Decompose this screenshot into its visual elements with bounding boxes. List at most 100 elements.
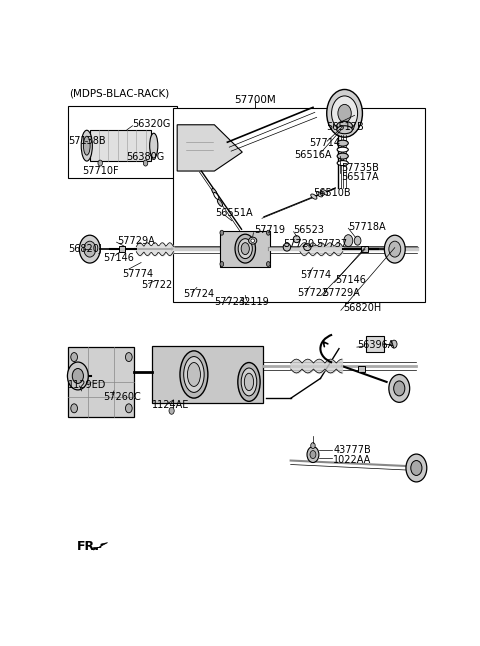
Ellipse shape [244, 373, 253, 391]
Circle shape [411, 461, 422, 475]
Circle shape [125, 404, 132, 413]
Ellipse shape [217, 200, 223, 206]
Circle shape [332, 96, 358, 130]
Ellipse shape [337, 121, 352, 130]
Text: 56517A: 56517A [341, 172, 379, 182]
Circle shape [338, 105, 351, 122]
Polygon shape [68, 347, 134, 417]
Circle shape [71, 404, 77, 413]
Bar [119, 246, 125, 252]
Text: 32119: 32119 [238, 297, 269, 307]
Polygon shape [220, 231, 270, 267]
Text: 56320G: 56320G [132, 120, 171, 129]
Circle shape [310, 451, 316, 459]
Circle shape [220, 262, 224, 267]
Polygon shape [366, 336, 384, 352]
Text: 57774: 57774 [122, 269, 154, 278]
Text: (MDPS-BLAC-RACK): (MDPS-BLAC-RACK) [69, 89, 169, 98]
Ellipse shape [304, 244, 311, 251]
Ellipse shape [337, 140, 348, 146]
Text: 1124AE: 1124AE [152, 400, 190, 410]
Ellipse shape [241, 243, 249, 255]
Circle shape [72, 368, 84, 384]
Text: 57724: 57724 [215, 297, 245, 307]
Circle shape [266, 262, 270, 267]
Text: 57735B: 57735B [341, 163, 379, 173]
Text: 57710F: 57710F [83, 166, 119, 176]
Ellipse shape [337, 147, 348, 152]
Ellipse shape [81, 130, 92, 161]
Text: 56820J: 56820J [68, 244, 102, 254]
Circle shape [220, 230, 224, 235]
Circle shape [169, 408, 174, 414]
Text: 57719: 57719 [254, 225, 285, 235]
Circle shape [384, 235, 405, 263]
Text: 57700M: 57700M [234, 95, 276, 105]
Circle shape [67, 362, 88, 390]
Circle shape [266, 230, 270, 235]
Ellipse shape [249, 237, 257, 244]
Ellipse shape [241, 368, 257, 396]
Polygon shape [177, 125, 242, 171]
Circle shape [307, 446, 319, 463]
Text: 43777B: 43777B [334, 444, 371, 455]
Text: 56517B: 56517B [326, 122, 364, 132]
Ellipse shape [337, 161, 348, 165]
Ellipse shape [293, 236, 300, 243]
Ellipse shape [212, 189, 217, 195]
Text: 56551A: 56551A [216, 208, 253, 218]
Circle shape [344, 234, 353, 247]
Bar [68, 106, 177, 178]
Text: 1022AA: 1022AA [334, 455, 372, 464]
Circle shape [125, 353, 132, 362]
Ellipse shape [184, 357, 204, 392]
Bar [173, 109, 424, 302]
Circle shape [79, 235, 100, 263]
Text: 56380G: 56380G [126, 152, 165, 162]
Ellipse shape [187, 362, 201, 386]
Circle shape [406, 454, 427, 482]
Ellipse shape [311, 194, 317, 199]
Circle shape [327, 89, 362, 137]
Circle shape [144, 160, 148, 166]
Text: 56516A: 56516A [294, 150, 332, 160]
Text: 57774: 57774 [300, 271, 331, 280]
Text: 57737: 57737 [316, 238, 347, 249]
Text: 57260C: 57260C [103, 392, 141, 402]
Text: 56523: 56523 [294, 225, 324, 235]
Ellipse shape [180, 351, 208, 398]
Text: 56820H: 56820H [343, 304, 381, 313]
Circle shape [71, 353, 77, 362]
Ellipse shape [283, 243, 290, 251]
Ellipse shape [322, 190, 328, 195]
Ellipse shape [238, 238, 252, 258]
Text: 57720: 57720 [283, 238, 314, 249]
Circle shape [391, 340, 397, 348]
Text: 56510B: 56510B [313, 188, 350, 198]
Circle shape [354, 236, 361, 245]
Text: 57722: 57722 [297, 288, 329, 298]
Text: 57729A: 57729A [118, 236, 156, 245]
Ellipse shape [84, 136, 90, 155]
Ellipse shape [337, 126, 352, 134]
Circle shape [98, 160, 102, 166]
Circle shape [389, 241, 401, 257]
Text: 56396A: 56396A [358, 340, 395, 350]
Text: 57146: 57146 [335, 275, 366, 286]
Ellipse shape [238, 362, 260, 401]
Text: 57724: 57724 [183, 289, 214, 299]
Ellipse shape [337, 153, 348, 159]
Ellipse shape [251, 239, 254, 242]
Ellipse shape [150, 133, 158, 158]
Text: 1129ED: 1129ED [68, 380, 107, 390]
Ellipse shape [214, 193, 219, 200]
Text: 57729A: 57729A [322, 288, 360, 298]
Circle shape [311, 443, 315, 448]
Text: 57714: 57714 [309, 138, 340, 148]
Text: 57718A: 57718A [348, 222, 386, 232]
Text: FR.: FR. [77, 539, 100, 552]
Text: 57146: 57146 [103, 253, 133, 262]
Polygon shape [90, 130, 151, 161]
Bar [361, 246, 368, 252]
Ellipse shape [316, 192, 323, 197]
